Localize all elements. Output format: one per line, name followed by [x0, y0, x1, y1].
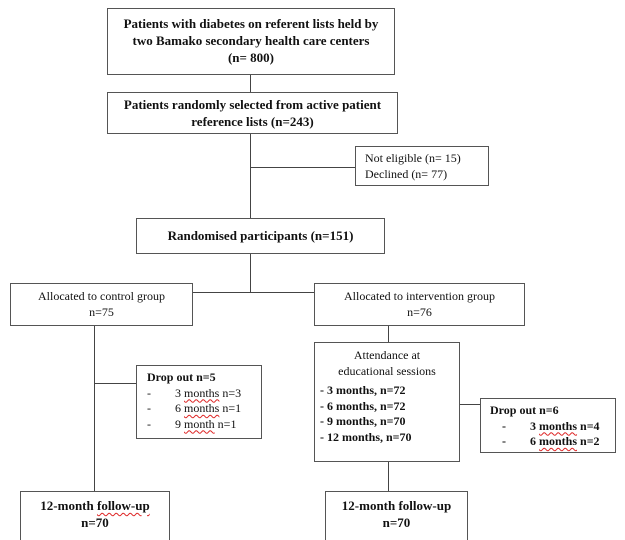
attendance-item: - 9 months, n=70: [320, 414, 406, 428]
attendance-item: - 6 months, n=72: [320, 398, 406, 413]
control-dropout-item: -6 months n=1: [147, 401, 242, 415]
intervention-followup-count: n=70: [382, 515, 411, 530]
control-dropout-item: -3 months n=3: [147, 385, 242, 400]
intervention-group-label: Allocated to intervention group: [344, 289, 495, 303]
control-followup-box: 12-month follow-up n=70: [20, 491, 170, 540]
control-group-label: Allocated to control group: [38, 289, 165, 303]
intervention-dropout-title: Drop out n=6: [490, 403, 559, 417]
intervention-dropout-item: -6 months n=2: [502, 434, 600, 448]
population-box: Patients with diabetes on referent lists…: [107, 8, 395, 75]
connector-line: [388, 462, 389, 491]
intervention-followup-box: 12-month follow-up n=70: [325, 491, 468, 540]
connector-line: [250, 254, 251, 292]
connector-line: [250, 167, 355, 168]
attendance-title-1: Attendance at: [353, 348, 421, 362]
connector-line: [250, 75, 251, 92]
attendance-item: - 3 months, n=72: [320, 383, 406, 397]
attendance-title-2: educational sessions: [338, 363, 436, 378]
selected-line-1: Patients randomly selected from active p…: [123, 97, 382, 112]
connector-line: [250, 134, 251, 218]
randomised-text: Randomised participants (n=151): [167, 228, 354, 243]
control-dropout-item: -9 month n=1: [147, 416, 237, 431]
control-followup-label: 12-month follow-up: [40, 498, 150, 513]
connector-line: [94, 383, 136, 384]
selected-line-2: reference lists (n=243): [191, 114, 314, 129]
intervention-dropout-box: Drop out n=6 -3 months n=4 -6 months n=2: [480, 398, 616, 453]
attendance-item: - 12 months, n=70: [320, 429, 412, 444]
connector-line: [388, 326, 389, 342]
intervention-followup-label: 12-month follow-up: [341, 498, 452, 513]
connector-line: [460, 404, 480, 405]
control-group-box: Allocated to control group n=75: [10, 283, 193, 326]
control-group-count: n=75: [89, 305, 114, 319]
declined-text: Declined (n= 77): [365, 167, 448, 181]
connector-line: [94, 292, 407, 293]
intervention-dropout-item: -3 months n=4: [502, 418, 600, 433]
population-line-1: Patients with diabetes on referent lists…: [123, 16, 379, 31]
randomised-box: Randomised participants (n=151): [136, 218, 385, 254]
control-followup-count: n=70: [81, 515, 109, 530]
intervention-group-box: Allocated to intervention group n=76: [314, 283, 525, 326]
attendance-box: Attendance at educational sessions - 3 m…: [314, 342, 460, 462]
control-dropout-box: Drop out n=5 -3 months n=3 -6 months n=1…: [136, 365, 262, 439]
population-line-2: two Bamako secondary health care centers: [132, 33, 370, 48]
connector-line: [94, 326, 95, 491]
not-eligible-text: Not eligible (n= 15): [365, 151, 461, 165]
selected-box: Patients randomly selected from active p…: [107, 92, 398, 134]
control-dropout-title: Drop out n=5: [147, 370, 216, 384]
intervention-group-count: n=76: [407, 305, 432, 319]
excluded-box: Not eligible (n= 15) Declined (n= 77): [355, 146, 489, 186]
population-line-3: (n= 800): [227, 50, 275, 65]
